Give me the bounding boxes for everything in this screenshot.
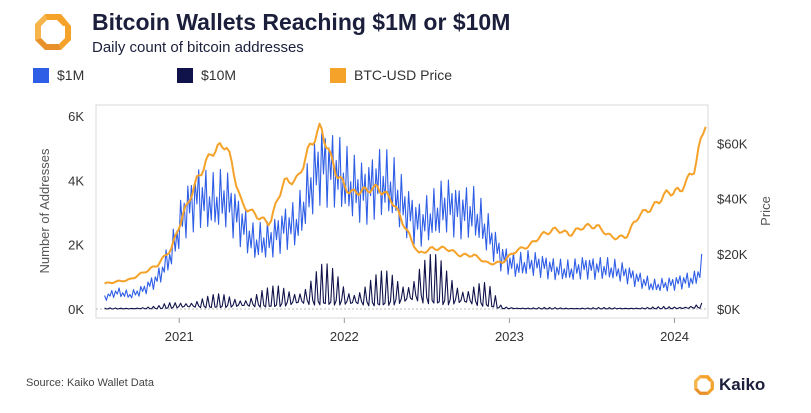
x-tick-label: 2022 [330, 329, 359, 344]
brand-footer: Kaiko [693, 374, 765, 396]
x-tick-label: 2021 [165, 329, 194, 344]
legend-label-1m: $1M [57, 67, 85, 83]
y-left-tick-label: 0K [68, 302, 84, 317]
chart-legend: $1M $10M BTC-USD Price [0, 67, 811, 87]
chart-subtitle: Daily count of bitcoin addresses [92, 39, 304, 56]
kaiko-footer-logo-icon [694, 375, 714, 395]
x-axis: 2021 2022 2023 2024 [165, 318, 689, 344]
kaiko-logo-icon [35, 14, 71, 50]
x-tick-label: 2023 [495, 329, 524, 344]
x-tick-label: 2024 [660, 329, 689, 344]
y-axis-right: $0K $20K $40K $60K [717, 137, 748, 317]
legend-swatch-1m [33, 67, 49, 83]
y-left-tick-label: 4K [68, 173, 84, 188]
plot-area [95, 104, 709, 319]
legend-item-1m: $1M [33, 67, 84, 83]
legend-item-btc-price: BTC-USD Price [330, 67, 452, 83]
chart-title: Bitcoin Wallets Reaching $1M or $10M [92, 9, 511, 35]
source-note: Source: Kaiko Wallet Data [26, 377, 154, 389]
legend-swatch-10m [177, 67, 193, 83]
y-axis-left-title: Number of Addresses [37, 148, 52, 274]
series-line-btc-price [104, 122, 707, 285]
legend-label-10m: $10M [201, 67, 237, 83]
legend-item-10m: $10M [177, 67, 236, 83]
series-line-10m [104, 253, 703, 310]
legend-swatch-btc-price [330, 67, 346, 83]
series-line-1m [104, 132, 703, 301]
y-axis-right-title: Price [758, 196, 773, 226]
y-right-tick-label: $20K [717, 247, 748, 262]
series-layer [104, 122, 707, 310]
legend-label-btc-price: BTC-USD Price [354, 67, 453, 83]
y-axis-left: 0K 2K 4K 6K [68, 109, 84, 317]
y-right-tick-label: $40K [717, 192, 748, 207]
brand-name: Kaiko [719, 375, 766, 394]
y-left-tick-label: 2K [68, 238, 84, 253]
y-right-tick-label: $60K [717, 137, 748, 152]
y-left-tick-label: 6K [68, 109, 84, 124]
y-right-tick-label: $0K [717, 302, 740, 317]
